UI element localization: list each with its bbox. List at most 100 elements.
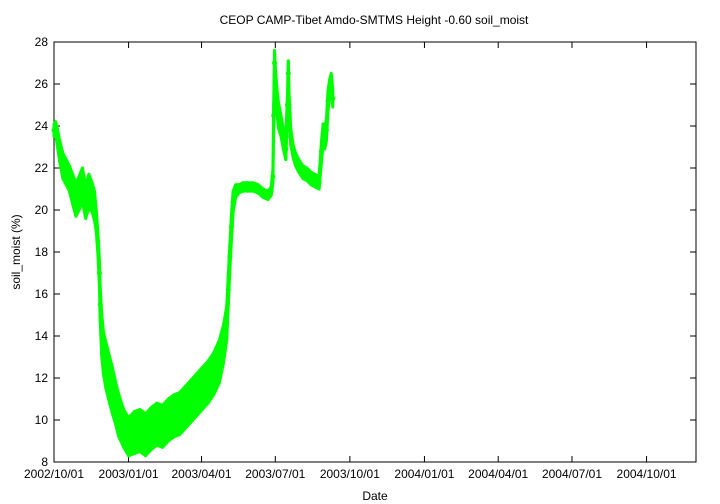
data-point <box>268 188 274 194</box>
data-point <box>92 203 97 209</box>
data-point <box>116 413 122 419</box>
data-point <box>220 341 226 347</box>
data-point <box>319 148 324 154</box>
data-point <box>211 371 217 377</box>
chart-title: CEOP CAMP-Tibet Amdo-SMTMS Height -0.60 … <box>220 13 529 27</box>
y-tick-label: 18 <box>35 245 49 259</box>
data-point <box>95 239 101 244</box>
data-point <box>255 186 261 192</box>
data-point <box>79 182 85 188</box>
data-point <box>99 333 105 339</box>
data-point <box>93 218 99 223</box>
data-point <box>274 98 280 104</box>
data-point <box>106 375 112 381</box>
data-point <box>288 134 294 139</box>
data-point <box>250 184 256 190</box>
data-point <box>240 184 246 190</box>
x-tick-label: 2004/04/01 <box>468 467 528 481</box>
data-point <box>103 362 109 368</box>
data-point <box>126 434 132 440</box>
data-point <box>63 169 69 175</box>
y-tick-label: 22 <box>35 161 49 175</box>
data-point <box>148 425 154 431</box>
data-point <box>245 184 251 190</box>
y-tick-label: 28 <box>35 35 49 49</box>
data-point <box>96 270 102 276</box>
y-tick-label: 20 <box>35 203 49 217</box>
data-point <box>286 102 292 108</box>
x-tick-label: 2004/07/01 <box>542 467 602 481</box>
data-point <box>316 180 322 186</box>
data-point <box>229 224 234 230</box>
data-point <box>53 125 59 131</box>
data-point <box>271 113 277 118</box>
data-point <box>66 176 72 181</box>
data-point <box>97 302 103 307</box>
data-point <box>304 171 310 177</box>
x-axis-label: Date <box>362 489 388 503</box>
x-tick-label: 2004/01/01 <box>394 467 454 481</box>
data-point <box>285 71 291 76</box>
data-point <box>57 148 63 154</box>
data-point <box>216 358 222 364</box>
y-axis: 8 10 12 14 16 18 20 22 24 26 28 <box>35 35 696 469</box>
data-point <box>323 127 329 133</box>
data-point <box>330 96 336 102</box>
data-point <box>236 186 242 192</box>
y-tick-label: 10 <box>35 413 49 427</box>
data-point <box>230 199 236 205</box>
y-tick-label: 8 <box>41 455 48 469</box>
y-tick-label: 14 <box>35 329 49 343</box>
data-point <box>109 388 115 394</box>
data-point <box>131 430 137 436</box>
x-axis: 2002/10/01 2003/01/01 2003/04/01 2003/07/01… <box>24 42 677 481</box>
data-point <box>76 190 82 196</box>
data-point <box>272 77 278 83</box>
x-tick-label: 2003/10/01 <box>320 467 380 481</box>
data-point <box>199 386 205 391</box>
data-point <box>171 413 177 419</box>
data-point <box>320 131 326 137</box>
y-tick-label: 12 <box>35 371 49 385</box>
y-tick-label: 24 <box>35 119 49 133</box>
data-point <box>113 400 119 406</box>
data-point <box>325 98 331 104</box>
data-point <box>205 379 211 385</box>
data-point <box>300 169 306 175</box>
data-point <box>143 432 149 438</box>
y-tick-label: 26 <box>35 77 49 91</box>
data-point <box>227 253 233 259</box>
data-point <box>280 136 286 142</box>
data-point <box>308 176 314 181</box>
y-tick-label: 16 <box>35 287 49 301</box>
data-point <box>89 194 95 200</box>
x-tick-label: 2003/07/01 <box>245 467 305 481</box>
series-band <box>329 72 335 109</box>
data-point <box>276 113 281 118</box>
data-point <box>278 123 284 129</box>
data-point <box>160 423 166 429</box>
x-tick-label: 2003/04/01 <box>171 467 231 481</box>
data-point <box>328 79 334 85</box>
data-point <box>154 421 160 427</box>
data-point <box>322 136 328 142</box>
y-axis-label: soil_moist (%) <box>9 214 23 289</box>
data-point <box>121 425 127 431</box>
data-point <box>70 186 76 192</box>
data-point <box>224 320 230 326</box>
data-point <box>60 163 66 169</box>
data-point <box>225 287 231 293</box>
data-point <box>188 398 194 404</box>
data-point <box>312 178 318 184</box>
data-point <box>100 350 106 356</box>
data-point <box>182 404 188 410</box>
data-point <box>272 60 277 66</box>
data-series <box>51 48 336 458</box>
data-point <box>177 411 183 417</box>
data-point <box>54 134 60 139</box>
data-point <box>327 85 333 91</box>
x-tick-label: 2003/01/01 <box>99 467 159 481</box>
data-point <box>290 148 296 154</box>
data-point <box>73 197 79 202</box>
